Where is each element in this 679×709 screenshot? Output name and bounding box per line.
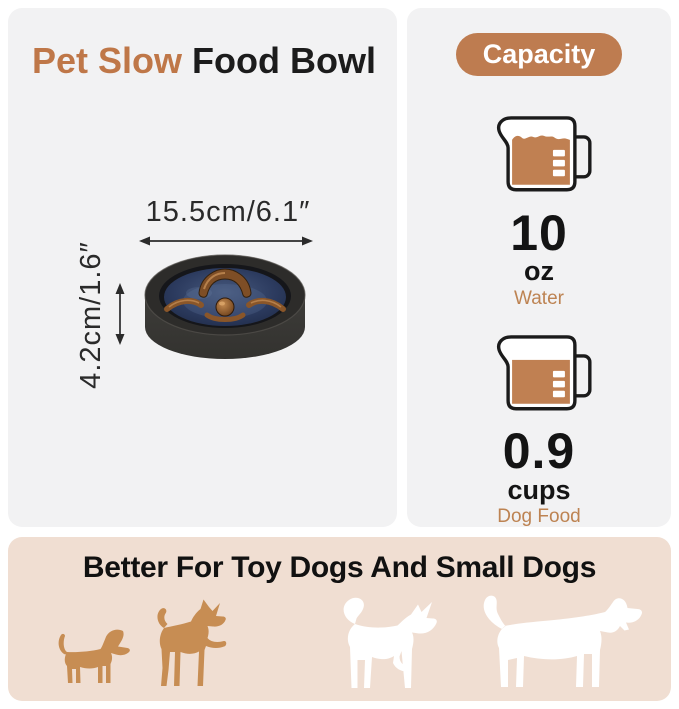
large-dog-icon [483, 595, 643, 687]
food-capacity-unit: cups [507, 474, 571, 505]
width-arrow [139, 236, 313, 246]
measuring-cup-flat-fill-icon [496, 334, 592, 410]
measuring-cup-wavy-fill-icon [496, 116, 592, 192]
recommendation-title: Better For Toy Dogs And Small Dogs [82, 551, 597, 584]
food-capacity-label: Dog Food [497, 506, 581, 528]
recommendation-panel: Better For Toy Dogs And Small Dogs [8, 537, 671, 701]
page-title-accent: Pet Slow [32, 40, 183, 81]
capacity-badge: Capacity [455, 33, 623, 77]
water-capacity-unit: oz [524, 256, 554, 287]
slow-feeder-bowl-image [144, 254, 306, 359]
capacity-panel: Capacity 10 oz Water 0.9 cups Dog Food [407, 8, 671, 527]
water-capacity-value: 10 [510, 204, 568, 261]
water-capacity-label: Water [514, 287, 564, 309]
toy-dog-icon [58, 629, 130, 683]
small-dog-icon [157, 599, 227, 686]
food-capacity-value: 0.9 [502, 423, 576, 480]
page-title: Pet Slow Food Bowl [32, 40, 376, 82]
medium-dog-icon [343, 597, 437, 688]
size-panel: Pet Slow Food Bowl 15.5cm/6.1″ 4.2cm/1.6… [8, 8, 397, 527]
height-dimension-label: 4.2cm/1.6″ [74, 241, 107, 389]
page-title-rest: Food Bowl [182, 40, 376, 81]
width-dimension-label: 15.5cm/6.1″ [145, 196, 311, 228]
height-arrow [115, 283, 125, 345]
